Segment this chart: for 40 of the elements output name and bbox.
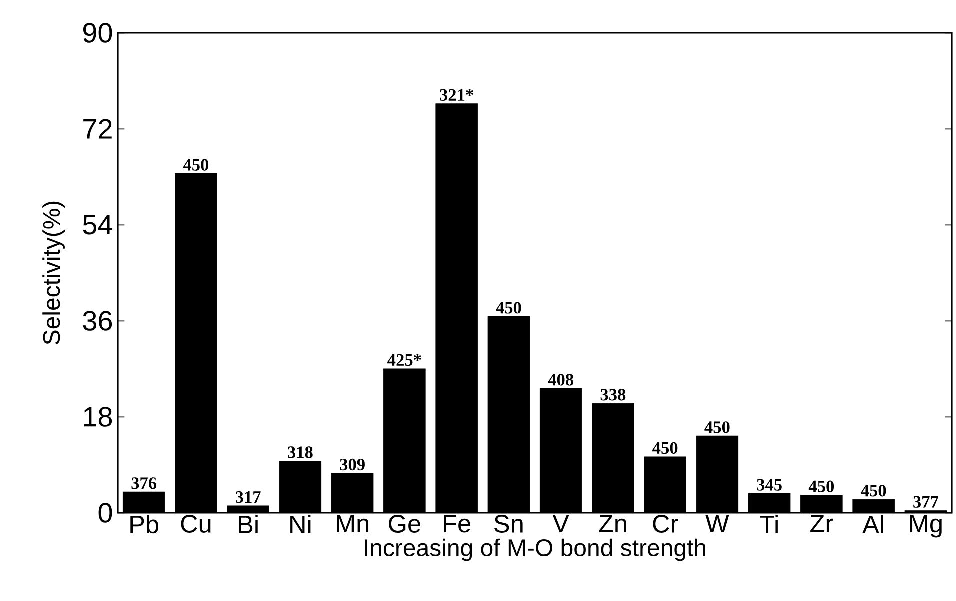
annotation: 450 <box>808 480 834 492</box>
annotation: 338 <box>600 389 626 401</box>
y-tick-label: 72 <box>84 119 112 139</box>
x-tick-label: Fe <box>444 515 470 533</box>
y-tick-label: 90 <box>83 23 112 43</box>
x-tick-label: V <box>552 515 570 532</box>
x-tick-label: Mn <box>337 515 369 532</box>
annotation: 345 <box>757 479 782 491</box>
x-tick-label: Ti <box>760 515 778 534</box>
annotation: 321* <box>440 89 474 102</box>
annotation: 318 <box>288 446 313 458</box>
x-tick-label: Al <box>862 515 884 534</box>
x-axis-title: Increasing of M-O bond strength <box>365 538 706 562</box>
annotation: 408 <box>548 374 574 386</box>
x-tick-label: Bi <box>239 515 258 534</box>
y-tick-label: 0 <box>98 503 112 523</box>
annotation: 450 <box>652 442 678 454</box>
annotation: 376 <box>132 478 157 490</box>
y-axis-title: Selectivity(%) <box>42 202 65 345</box>
x-tick-label: Sn <box>494 515 523 533</box>
x-tick-label: W <box>706 515 730 532</box>
y-tick-label: 54 <box>83 215 112 235</box>
annotation: 309 <box>340 458 365 471</box>
x-tick-label: Zn <box>599 515 626 532</box>
x-tick-label: Mg <box>910 515 942 538</box>
annotation: 377 <box>914 496 939 508</box>
annotation: 450 <box>496 302 522 314</box>
x-tick-label: Cr <box>653 515 678 533</box>
x-tick-label: Ni <box>290 515 311 534</box>
y-tick-label: 36 <box>83 311 112 331</box>
annotation: 450 <box>861 485 886 497</box>
annotation: 425* <box>388 354 422 366</box>
y-tick-label: 18 <box>84 407 112 427</box>
x-tick-label: Cu <box>181 515 211 533</box>
annotation: 450 <box>704 422 730 434</box>
x-tick-label: Ge <box>389 515 420 533</box>
annotation: 317 <box>236 491 261 504</box>
x-tick-label: Zr <box>810 515 834 532</box>
x-tick-label: Pb <box>130 515 158 534</box>
annotation: 450 <box>183 159 209 171</box>
